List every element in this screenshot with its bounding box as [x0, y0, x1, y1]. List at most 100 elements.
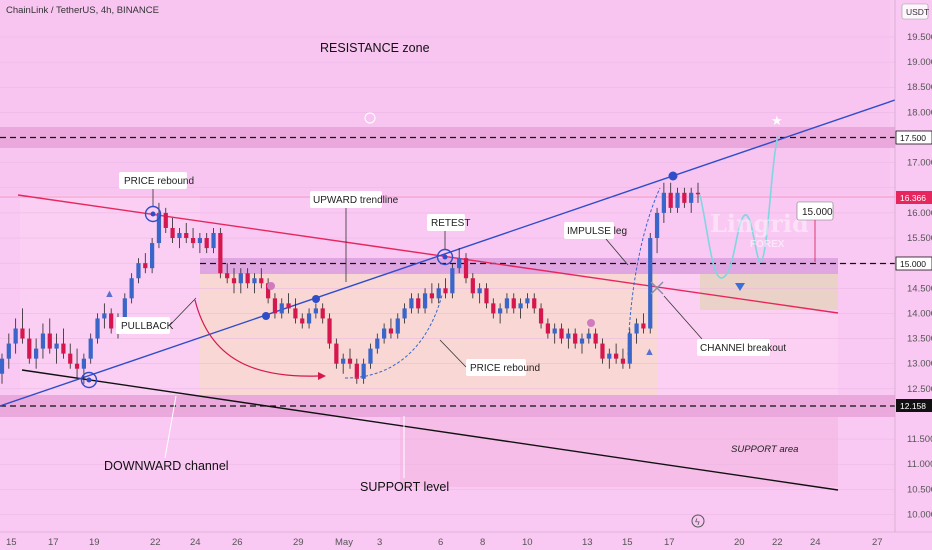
candle-bull: [368, 348, 373, 364]
candle-bull: [409, 298, 414, 309]
candle-bear: [225, 273, 230, 279]
candle-bull: [136, 263, 141, 279]
candle-bull: [648, 238, 653, 329]
candle-bear: [470, 278, 475, 294]
candle-bull: [54, 343, 59, 349]
candle-bull: [525, 298, 530, 304]
candle-bear: [218, 232, 223, 274]
downward-channel-label: DOWNWARD channel: [104, 459, 229, 473]
pullback-label: PULLBACK: [121, 321, 174, 332]
candle-bear: [204, 238, 209, 249]
x-tick-label: 22: [150, 537, 161, 548]
candle-bear: [388, 328, 394, 334]
rocket-icon: ▲: [104, 288, 115, 300]
candle-bull: [607, 353, 612, 359]
candle-bear: [538, 308, 544, 324]
candle-bull: [675, 192, 680, 208]
candle-bull: [238, 273, 243, 284]
candle-bear: [47, 333, 52, 349]
price-tag-17500: 17.500: [895, 130, 932, 145]
x-tick-label: 17: [664, 537, 675, 548]
candle-bull: [586, 333, 591, 339]
candle-bull: [95, 318, 100, 339]
x-tick-label: 29: [293, 537, 304, 548]
candle-bear: [259, 278, 264, 284]
candle-bull: [252, 278, 257, 284]
touch-point-4: [312, 295, 320, 303]
candle-bull: [504, 298, 510, 309]
x-tick-label: 24: [810, 537, 821, 548]
candle-bull: [122, 298, 127, 319]
candle-bear: [532, 298, 537, 309]
currency-badge[interactable]: [901, 3, 929, 20]
star-icon: ★: [771, 113, 783, 128]
y-tick-label: 14.000: [907, 308, 932, 319]
candle-bull: [689, 192, 694, 203]
y-tick-label: 12.500: [907, 384, 932, 395]
pullback-arrow-head: [318, 372, 326, 380]
candle-bear: [416, 298, 421, 309]
x-tick-label: 8: [480, 537, 485, 548]
candle-bear: [668, 192, 673, 208]
candle-bear: [143, 263, 148, 269]
rebound-circle-low: [80, 371, 98, 389]
time-axis[interactable]: [0, 532, 932, 550]
candle-bull: [661, 192, 666, 213]
impulse-leg-box: [564, 222, 614, 239]
candle-bear: [20, 328, 25, 339]
candle-bull: [129, 278, 134, 299]
price-rebound-mid-label: PRICE rebound: [470, 363, 540, 374]
x-tick-label: 20: [734, 537, 745, 548]
x-tick-label: 26: [232, 537, 243, 548]
upward-trendline-label: UPWARD trendline: [313, 195, 399, 206]
candle-bear: [347, 358, 353, 364]
candle-bull: [81, 358, 86, 369]
candle-bear: [286, 303, 291, 309]
support-area-label: SUPPORT area: [731, 444, 798, 455]
candle-bull: [654, 212, 660, 239]
candle-bear: [600, 343, 605, 359]
upper-tint: [0, 0, 890, 195]
x-tick-label: 24: [190, 537, 201, 548]
candle-bull: [375, 338, 380, 349]
x-tick-label: 6: [438, 537, 443, 548]
candle-bull: [552, 328, 557, 334]
candle-bull: [341, 358, 346, 364]
candle-bull: [457, 258, 462, 269]
x-tick-label: 22: [772, 537, 783, 548]
candle-bull: [313, 308, 318, 314]
rebound-arrow-mid: [344, 294, 443, 379]
impulse-leg-label: IMPULSE leg: [567, 226, 627, 237]
candle-bear: [190, 238, 196, 244]
y-tick-label: 18.000: [907, 107, 932, 118]
svg-text:16.366: 16.366: [900, 193, 926, 203]
candle-bull: [395, 318, 400, 334]
rocket-icon: ▲: [644, 346, 655, 358]
downward-channel-lower: [21, 369, 839, 491]
svg-text:12.158: 12.158: [900, 401, 926, 411]
upward-trendline-box: [310, 191, 382, 208]
candle-bear: [429, 293, 434, 299]
price-tag-15000: 15.000: [895, 256, 932, 271]
candle-bull: [450, 268, 455, 294]
channel-breakout-box: [697, 339, 770, 356]
y-tick-label: 16.000: [907, 208, 932, 219]
candles: [0, 182, 701, 384]
x-tick-label: 17: [48, 537, 59, 548]
y-tick-label: 18.500: [907, 82, 932, 93]
candle-bear: [641, 323, 646, 329]
candle-bear: [682, 192, 687, 203]
y-tick-label: 13.000: [907, 359, 932, 370]
y-tick-label: 14.500: [907, 283, 932, 294]
candle-bear: [74, 363, 80, 369]
candle-bear: [593, 333, 598, 344]
candle-bear: [695, 192, 701, 195]
lightning-icon: [691, 514, 705, 528]
rebound-circle-high: [144, 205, 162, 223]
candle-bear: [354, 363, 359, 379]
candle-bear: [293, 308, 298, 319]
impulse-arrow: [627, 187, 661, 356]
candle-bull: [102, 313, 107, 319]
svg-text:15.000: 15.000: [900, 259, 926, 269]
